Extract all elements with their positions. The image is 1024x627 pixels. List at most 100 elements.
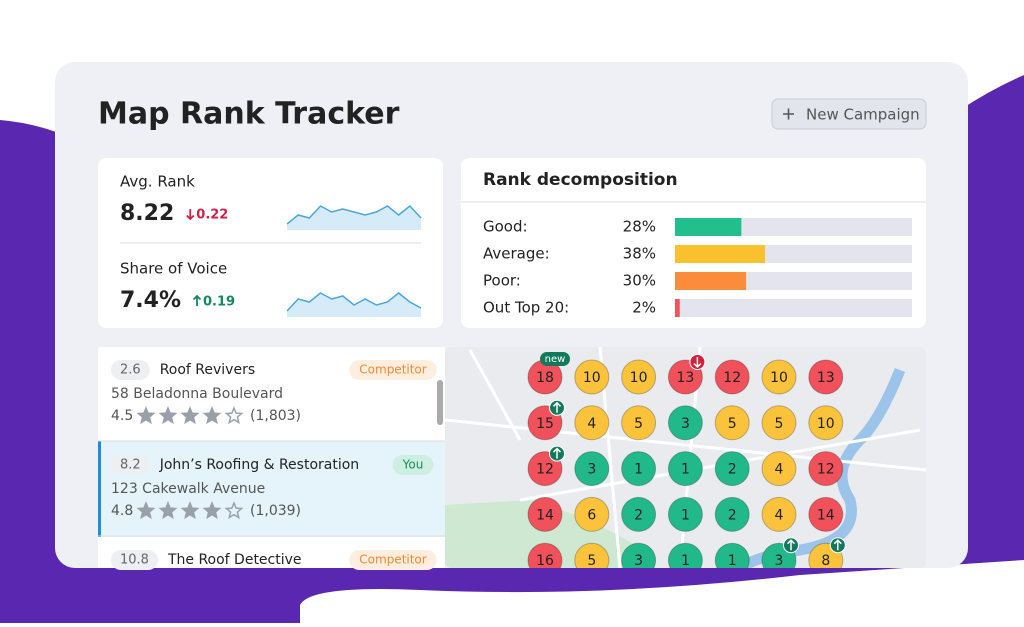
star (158, 501, 178, 520)
badge: You (402, 458, 424, 472)
rating: 4.8 (111, 503, 133, 519)
star (136, 406, 156, 425)
pin-label: 14 (536, 507, 554, 523)
rank-pin (808, 405, 844, 441)
trend-arrow (552, 447, 562, 459)
star (158, 406, 178, 425)
trend-arrow (786, 539, 796, 551)
bar (675, 245, 766, 263)
trend-arrow (186, 209, 195, 221)
card-title: Rank decomposition (483, 170, 678, 190)
rank-pin (714, 405, 750, 441)
badge-pill (349, 360, 437, 380)
star (224, 501, 244, 520)
pin-label: 6 (587, 507, 596, 523)
rank-pin (714, 451, 750, 487)
pin-label: 1 (634, 462, 643, 478)
button-label: New Campaign (806, 106, 920, 124)
pin-label: 10 (583, 370, 601, 386)
pin-label: 13 (676, 370, 694, 386)
metric-label: Avg. Rank (120, 173, 195, 191)
pin-label: 18 (536, 370, 554, 386)
pin-label: 5 (587, 553, 596, 569)
rank: 10.8 (120, 553, 149, 568)
address: 58 Beladonna Boulevard (111, 386, 283, 402)
row-value: 30% (623, 272, 656, 290)
listing-name: Roof Revivers (160, 362, 255, 378)
star (180, 501, 200, 520)
pin-label: 4 (775, 462, 784, 478)
pin-label: 3 (634, 553, 643, 569)
bg-shape (960, 75, 1024, 623)
title: Map Rank Tracker (98, 97, 400, 132)
reviews: (1,039) (250, 503, 301, 519)
rank-pin (621, 451, 657, 487)
listing-name: The Roof Detective (167, 552, 302, 568)
pin-label: 5 (634, 416, 643, 432)
rank-pill (111, 360, 150, 380)
rank-pin (808, 451, 844, 487)
bar (675, 218, 742, 236)
reviews: (1,803) (250, 408, 301, 424)
badge-pill (349, 550, 437, 570)
pin-label: 10 (770, 370, 788, 386)
new-campaign-button[interactable] (771, 98, 927, 130)
rank-pin (808, 359, 844, 395)
row-value: 28% (623, 218, 656, 236)
selected-bar (98, 441, 101, 537)
metric-value: 7.4% (120, 288, 181, 313)
rank-pin (621, 405, 657, 441)
pin-label: 1 (681, 553, 690, 569)
pin-label: 16 (536, 553, 554, 569)
rank-pin (574, 405, 610, 441)
star (224, 406, 244, 425)
listing-name: John’s Roofing & Restoration (159, 457, 359, 473)
rank-pin (527, 542, 563, 568)
row-label: Good: (483, 218, 528, 236)
rank-pin (761, 451, 797, 487)
pin-label: 10 (630, 370, 648, 386)
star (136, 501, 156, 520)
sparkline (286, 204, 422, 225)
address: 123 Cakewalk Avenue (111, 481, 265, 497)
pin-label: 4 (587, 416, 596, 432)
badge: Competitor (359, 553, 426, 567)
bar-track (675, 299, 912, 317)
rank-pin (621, 496, 657, 532)
pin-label: 5 (728, 416, 737, 432)
pin-label: 4 (775, 507, 784, 523)
pin-label: 8 (821, 553, 830, 569)
sparkline (286, 292, 422, 312)
row-label: Average: (483, 245, 550, 263)
bar (675, 299, 680, 317)
pin-label: 12 (817, 462, 835, 478)
rank-pin (667, 405, 703, 441)
rank-pin (621, 542, 657, 568)
pin-label: 15 (536, 416, 554, 432)
row-label: Poor: (483, 272, 521, 290)
pin-label: 5 (775, 416, 784, 432)
pin-label: 2 (634, 507, 643, 523)
rank-pin (761, 359, 797, 395)
pin-label: 2 (728, 507, 737, 523)
star (202, 406, 222, 425)
trend-arrow (833, 539, 842, 551)
rank: 2.6 (120, 363, 141, 378)
pin-label: 14 (817, 507, 835, 523)
row-label: Out Top 20: (483, 299, 569, 317)
rank-pin (621, 359, 657, 395)
rank-pin (761, 496, 797, 532)
pin-label: 10 (817, 416, 835, 432)
badge-pill (392, 455, 434, 475)
pin-label: 12 (723, 370, 741, 386)
rank: 8.2 (120, 458, 141, 473)
pin-label: 12 (536, 462, 554, 478)
rank-pin (574, 359, 610, 395)
metric-value: 8.22 (120, 201, 174, 226)
rank-pin (667, 451, 703, 487)
selected-bg (98, 441, 445, 537)
row-value: 38% (623, 245, 656, 263)
rank-pin (527, 496, 563, 532)
